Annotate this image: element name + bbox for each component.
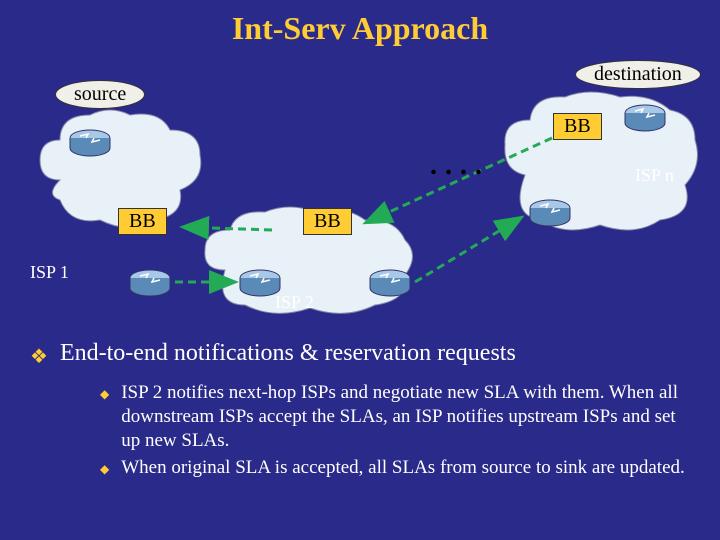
- router-icon: [368, 268, 412, 298]
- destination-label: destination: [575, 60, 701, 89]
- sub-bullet-text: ISP 2 notifies next-hop ISPs and negotia…: [121, 381, 690, 452]
- router-icon: [68, 128, 112, 158]
- main-bullet: ❖ End-to-end notifications & reservation…: [30, 340, 690, 369]
- sub-bullet: ◆ When original SLA is accepted, all SLA…: [100, 456, 690, 480]
- bb-label: BB: [303, 208, 352, 235]
- isp2-label: ISP 2: [275, 292, 314, 313]
- bb-label: BB: [553, 113, 602, 140]
- content-area: ❖ End-to-end notifications & reservation…: [30, 340, 690, 484]
- source-label: source: [55, 80, 145, 109]
- router-icon: [623, 103, 667, 133]
- ispn-label: ISP n: [635, 165, 674, 186]
- sub-bullet: ◆ ISP 2 notifies next-hop ISPs and negot…: [100, 381, 690, 452]
- ellipsis-dots: ....: [430, 150, 490, 182]
- sub-bullet-text: When original SLA is accepted, all SLAs …: [121, 456, 685, 480]
- router-icon: [128, 268, 172, 298]
- arrows-layer: [0, 0, 720, 340]
- router-icon: [528, 198, 572, 228]
- bb-label: BB: [118, 208, 167, 235]
- main-bullet-text: End-to-end notifications & reservation r…: [60, 340, 516, 367]
- isp1-label: ISP 1: [30, 262, 69, 283]
- square-icon: ◆: [100, 387, 109, 402]
- square-icon: ◆: [100, 462, 109, 477]
- diamond-icon: ❖: [30, 344, 48, 369]
